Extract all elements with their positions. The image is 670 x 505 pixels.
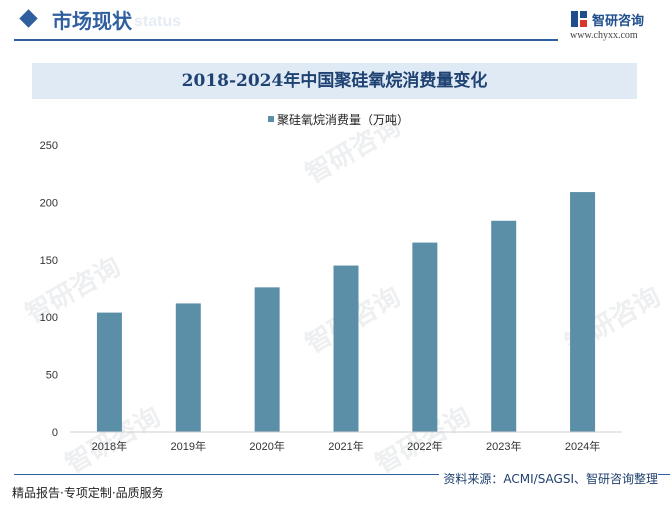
section-subtitle: status	[134, 13, 182, 30]
brand-name: 智研咨询	[592, 14, 645, 29]
x-tick-label: 2020年	[249, 439, 284, 453]
chart-title: 2018-2024年中国聚硅氧烷消费量变化	[181, 71, 488, 91]
footer-slogan: 精品报告·专项定制·品质服务	[12, 486, 164, 500]
bar-5	[412, 242, 438, 432]
bar-2	[175, 303, 201, 432]
x-tick-label: 2021年	[328, 439, 363, 453]
x-tick-label: 2024年	[565, 439, 600, 453]
bar-3	[254, 287, 280, 432]
brand: 智研咨询 www.chyxx.com	[570, 8, 662, 42]
bar-7	[570, 192, 596, 432]
legend-label: 聚硅氧烷消费量（万吨）	[277, 113, 410, 127]
x-tick-label: 2022年	[407, 439, 442, 453]
x-tick-label: 2018年	[92, 439, 127, 453]
footer-divider	[14, 474, 670, 475]
x-tick-label: 2023年	[486, 439, 521, 453]
legend-swatch	[268, 116, 274, 122]
brand-url: www.chyxx.com	[570, 30, 638, 41]
source-note: 资料来源：ACMI/SAGSI、智研咨询整理	[439, 470, 658, 487]
section-header: 市场现状 status 智研咨询 www.chyxx.com	[0, 0, 670, 44]
y-tick-label: 100	[40, 312, 58, 324]
bar-6	[491, 220, 517, 432]
chart-title-band: 2018-2024年中国聚硅氧烷消费量变化	[32, 63, 637, 99]
bar-4	[333, 265, 359, 432]
y-tick-label: 0	[52, 427, 58, 439]
y-tick-label: 150	[40, 255, 58, 267]
header-divider	[14, 39, 558, 41]
y-tick-label: 50	[46, 370, 58, 382]
section-title: 市场现状	[52, 9, 132, 33]
brand-logo-icon	[571, 11, 587, 27]
y-tick-label: 250	[40, 140, 58, 152]
bar-1	[96, 312, 122, 432]
y-tick-label: 200	[40, 197, 58, 209]
x-tick-label: 2019年	[171, 439, 206, 453]
